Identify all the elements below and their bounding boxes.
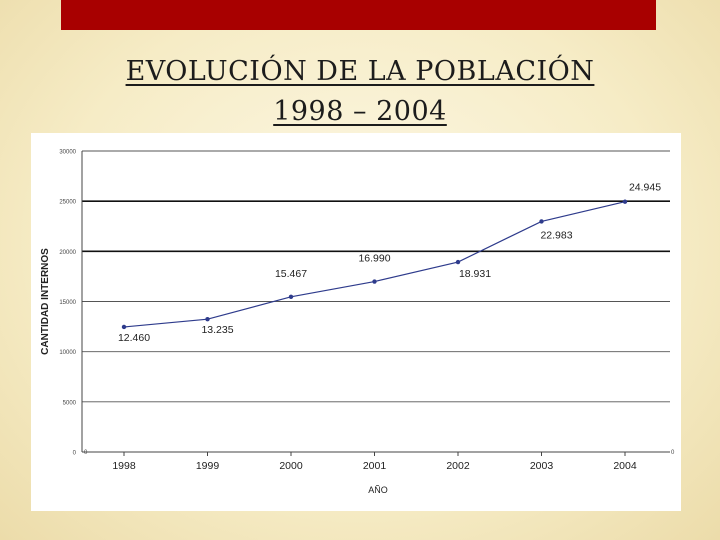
x-tick-label: 2000 xyxy=(279,460,303,472)
population-line-chart: 0 5000 10000 15000 20000 25000 30000 0 0 1998 1999… xyxy=(40,150,675,496)
data-point xyxy=(539,219,544,224)
data-point xyxy=(622,199,628,204)
y-tick-label: 15000 xyxy=(59,300,76,306)
y-axis-title: CANTIDAD INTERNOS xyxy=(40,248,51,355)
x-tick-label: 2004 xyxy=(613,460,637,472)
x-axis-end-mark: 0 xyxy=(84,450,88,456)
data-point xyxy=(455,259,461,265)
data-point xyxy=(288,294,294,300)
data-label: 18.931 xyxy=(459,268,491,280)
data-label: 16.990 xyxy=(358,253,390,265)
x-tick-label: 2001 xyxy=(363,460,387,472)
y-tick-label: 30000 xyxy=(59,150,76,156)
x-tick-label: 2002 xyxy=(446,460,470,472)
data-point xyxy=(205,317,210,322)
y-tick-label: 10000 xyxy=(59,350,76,356)
data-label: 22.983 xyxy=(540,229,572,241)
top-accent-bar xyxy=(61,0,656,30)
x-tick-label: 1998 xyxy=(112,460,136,472)
x-axis-end-mark: 0 xyxy=(671,450,675,456)
slide-title: EVOLUCIÓN DE LA POBLACIÓN xyxy=(125,56,595,87)
y-tick-label: 5000 xyxy=(63,400,77,406)
data-point xyxy=(372,279,377,284)
data-label: 12.460 xyxy=(118,332,150,344)
x-axis-title: AÑO xyxy=(368,485,388,495)
y-tick-label: 25000 xyxy=(59,200,76,206)
slide-subtitle: 1998 – 2004 xyxy=(273,96,447,127)
data-label: 24.945 xyxy=(629,182,661,194)
y-tick-label: 20000 xyxy=(59,250,76,256)
data-label: 13.235 xyxy=(201,324,233,336)
data-point xyxy=(121,324,127,330)
data-label: 15.467 xyxy=(275,268,307,280)
y-tick-label: 0 xyxy=(73,451,77,457)
x-tick-label: 1999 xyxy=(196,460,220,472)
x-tick-label: 2003 xyxy=(530,460,554,472)
chart-frame: 0 5000 10000 15000 20000 25000 30000 0 0 1998 1999… xyxy=(31,133,681,511)
